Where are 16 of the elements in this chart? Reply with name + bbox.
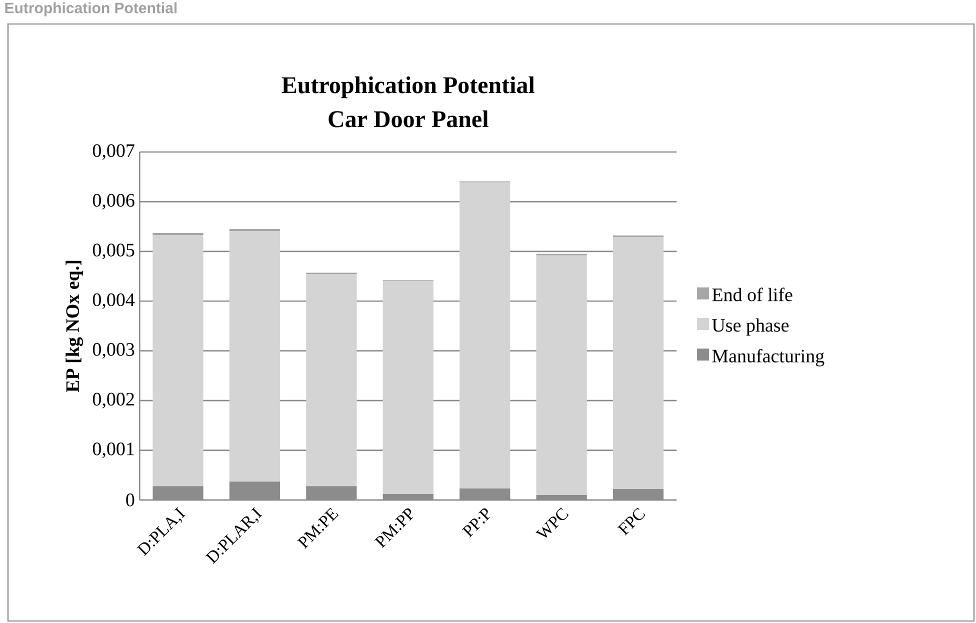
y-tick-label: 0,003 bbox=[92, 343, 134, 359]
legend-label: End of life bbox=[712, 288, 792, 302]
legend-label: Manufacturing bbox=[712, 348, 824, 366]
x-tick-label: FPC bbox=[617, 508, 646, 536]
y-tick-label: 0,002 bbox=[92, 392, 134, 408]
y-axis-title: EP [kg NOx eq.] bbox=[66, 260, 84, 392]
y-tick-label: 0,005 bbox=[92, 244, 134, 260]
y-tick-label: 0,007 bbox=[92, 144, 134, 160]
chart-title: Eutrophication Potential bbox=[282, 76, 534, 98]
y-tick-label: 0,006 bbox=[92, 194, 134, 210]
y-tick-label: 0,001 bbox=[92, 442, 134, 458]
text: Eutrophication Potential bbox=[5, 2, 177, 16]
y-tick-label: 0,004 bbox=[92, 293, 135, 309]
chart-subtitle: Car Door Panel bbox=[328, 110, 488, 128]
y-tick-label: 0 bbox=[126, 494, 134, 506]
legend-label: Use phase bbox=[712, 318, 789, 336]
